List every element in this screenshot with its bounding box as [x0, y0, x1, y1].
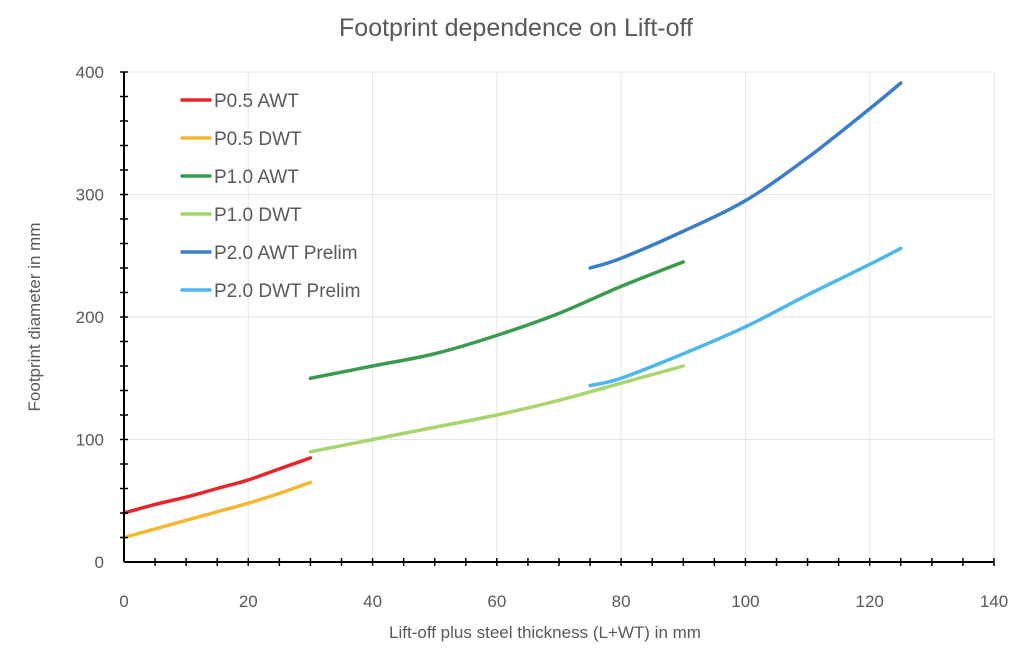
series-lines [122, 81, 903, 540]
y-tick-label-4: 400 [76, 63, 104, 82]
legend: P0.5 AWT P0.5 DWT P1.0 AWT P1.0 DWT P2.0 AWT… [180, 91, 360, 302]
x-tick-label-6: 120 [856, 592, 884, 611]
x-tick-label-0: 0 [119, 592, 128, 611]
y-tick-label-3: 300 [76, 186, 104, 205]
y-tick-label-1: 100 [76, 431, 104, 450]
x-tick-label-1: 20 [239, 592, 258, 611]
tick-labels: 0 20 40 60 80 100 120 140 0 100 200 300 400 [76, 63, 1009, 611]
series-line-1 [122, 480, 313, 540]
x-tick-label-5: 100 [731, 592, 759, 611]
axes [120, 71, 995, 566]
chart-title: Footprint dependence on Lift-off [339, 14, 693, 42]
legend-label-1: P0.5 DWT [214, 129, 302, 150]
legend-label-4: P2.0 AWT Prelim [214, 243, 358, 264]
series-line-3 [308, 364, 686, 454]
series-line-4 [588, 81, 903, 270]
legend-label-0: P0.5 AWT [214, 91, 299, 112]
y-tick-label-2: 200 [76, 308, 104, 327]
series-line-0 [122, 456, 313, 515]
x-axis-title: Lift-off plus steel thickness (L+WT) in … [389, 623, 701, 642]
x-tick-label-7: 140 [980, 592, 1008, 611]
series-line-2 [308, 260, 686, 380]
legend-label-3: P1.0 DWT [214, 205, 302, 226]
x-tick-label-4: 80 [612, 592, 631, 611]
legend-label-5: P2.0 DWT Prelim [214, 281, 360, 302]
y-tick-label-0: 0 [95, 553, 104, 572]
x-tick-label-2: 40 [363, 592, 382, 611]
series-line-5 [588, 246, 903, 388]
x-tick-label-3: 60 [487, 592, 506, 611]
y-axis-title: Footprint diameter in mm [25, 223, 44, 412]
legend-label-2: P1.0 AWT [214, 167, 299, 188]
grid [124, 71, 995, 562]
